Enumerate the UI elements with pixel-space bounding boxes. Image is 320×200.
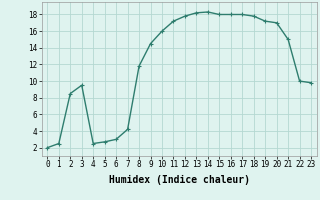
X-axis label: Humidex (Indice chaleur): Humidex (Indice chaleur)	[109, 175, 250, 185]
